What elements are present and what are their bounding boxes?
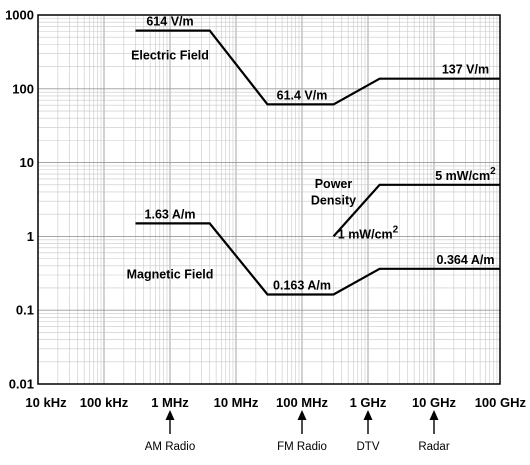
y-tick-label: 1000 (5, 8, 34, 23)
y-tick-label: 1 (27, 229, 34, 244)
band-label: DTV (357, 441, 380, 453)
band-arrow-head (297, 410, 307, 420)
grid (37, 15, 500, 385)
x-tick-label: 10 kHz (25, 395, 67, 410)
y-tick-labels: 1000 100 10 1 0.1 0.01 (5, 8, 34, 392)
x-tick-label: 100 MHz (276, 395, 329, 410)
x-tick-labels: 10 kHz 100 kHz 1 MHz 10 MHz 100 MHz 1 GHz 10 G… (25, 395, 526, 410)
series-line-electric-field (135, 29, 500, 106)
series-line-power-density (332, 183, 500, 238)
superscript: 2 (490, 166, 496, 177)
band-label: Radar (418, 441, 449, 453)
frequency-bands: AM Radio FM Radio DTV Radar (145, 410, 450, 453)
value-annotation: 5 mW/cm2 (435, 166, 496, 183)
series-label: Magnetic Field (127, 267, 214, 281)
value-annotation: 1 mW/cm2 (338, 225, 399, 242)
plot-frame (37, 14, 501, 385)
series-line-magnetic-field (135, 222, 500, 296)
x-tick-label: 1 MHz (151, 395, 189, 410)
series-label: Power (315, 177, 353, 191)
value-annotation: 0.364 A/m (437, 253, 495, 267)
series-labels: Electric Field Magnetic Field Power Density (127, 48, 357, 281)
band-label: AM Radio (145, 441, 196, 453)
band-arrow-head (429, 410, 439, 420)
band-arrow-head (363, 410, 373, 420)
y-tick-label: 10 (20, 155, 34, 170)
x-tick-label: 100 kHz (80, 395, 129, 410)
y-tick-label: 100 (12, 81, 34, 96)
superscript: 2 (393, 225, 399, 236)
value-annotation: 0.163 A/m (273, 279, 331, 293)
x-tick-label: 10 MHz (214, 395, 259, 410)
band-arrow-head (165, 410, 175, 420)
series-lines (135, 29, 500, 296)
value-annotation: 137 V/m (442, 63, 489, 77)
band-label: FM Radio (277, 441, 327, 453)
series-label: Electric Field (131, 48, 209, 62)
value-annotation: 1.63 A/m (145, 207, 196, 221)
y-tick-label: 0.1 (16, 303, 34, 318)
y-tick-label: 0.01 (9, 377, 34, 392)
value-annotation: 614 V/m (146, 15, 193, 29)
x-tick-label: 100 GHz (475, 395, 527, 410)
value-annotation: 61.4 V/m (277, 88, 328, 102)
x-tick-label: 1 GHz (350, 395, 387, 410)
series-label: Density (311, 194, 356, 208)
value-annotations: 614 V/m 61.4 V/m 137 V/m 1.63 A/m 0.163 A/m 0… (145, 15, 497, 293)
x-tick-label: 10 GHz (412, 395, 457, 410)
